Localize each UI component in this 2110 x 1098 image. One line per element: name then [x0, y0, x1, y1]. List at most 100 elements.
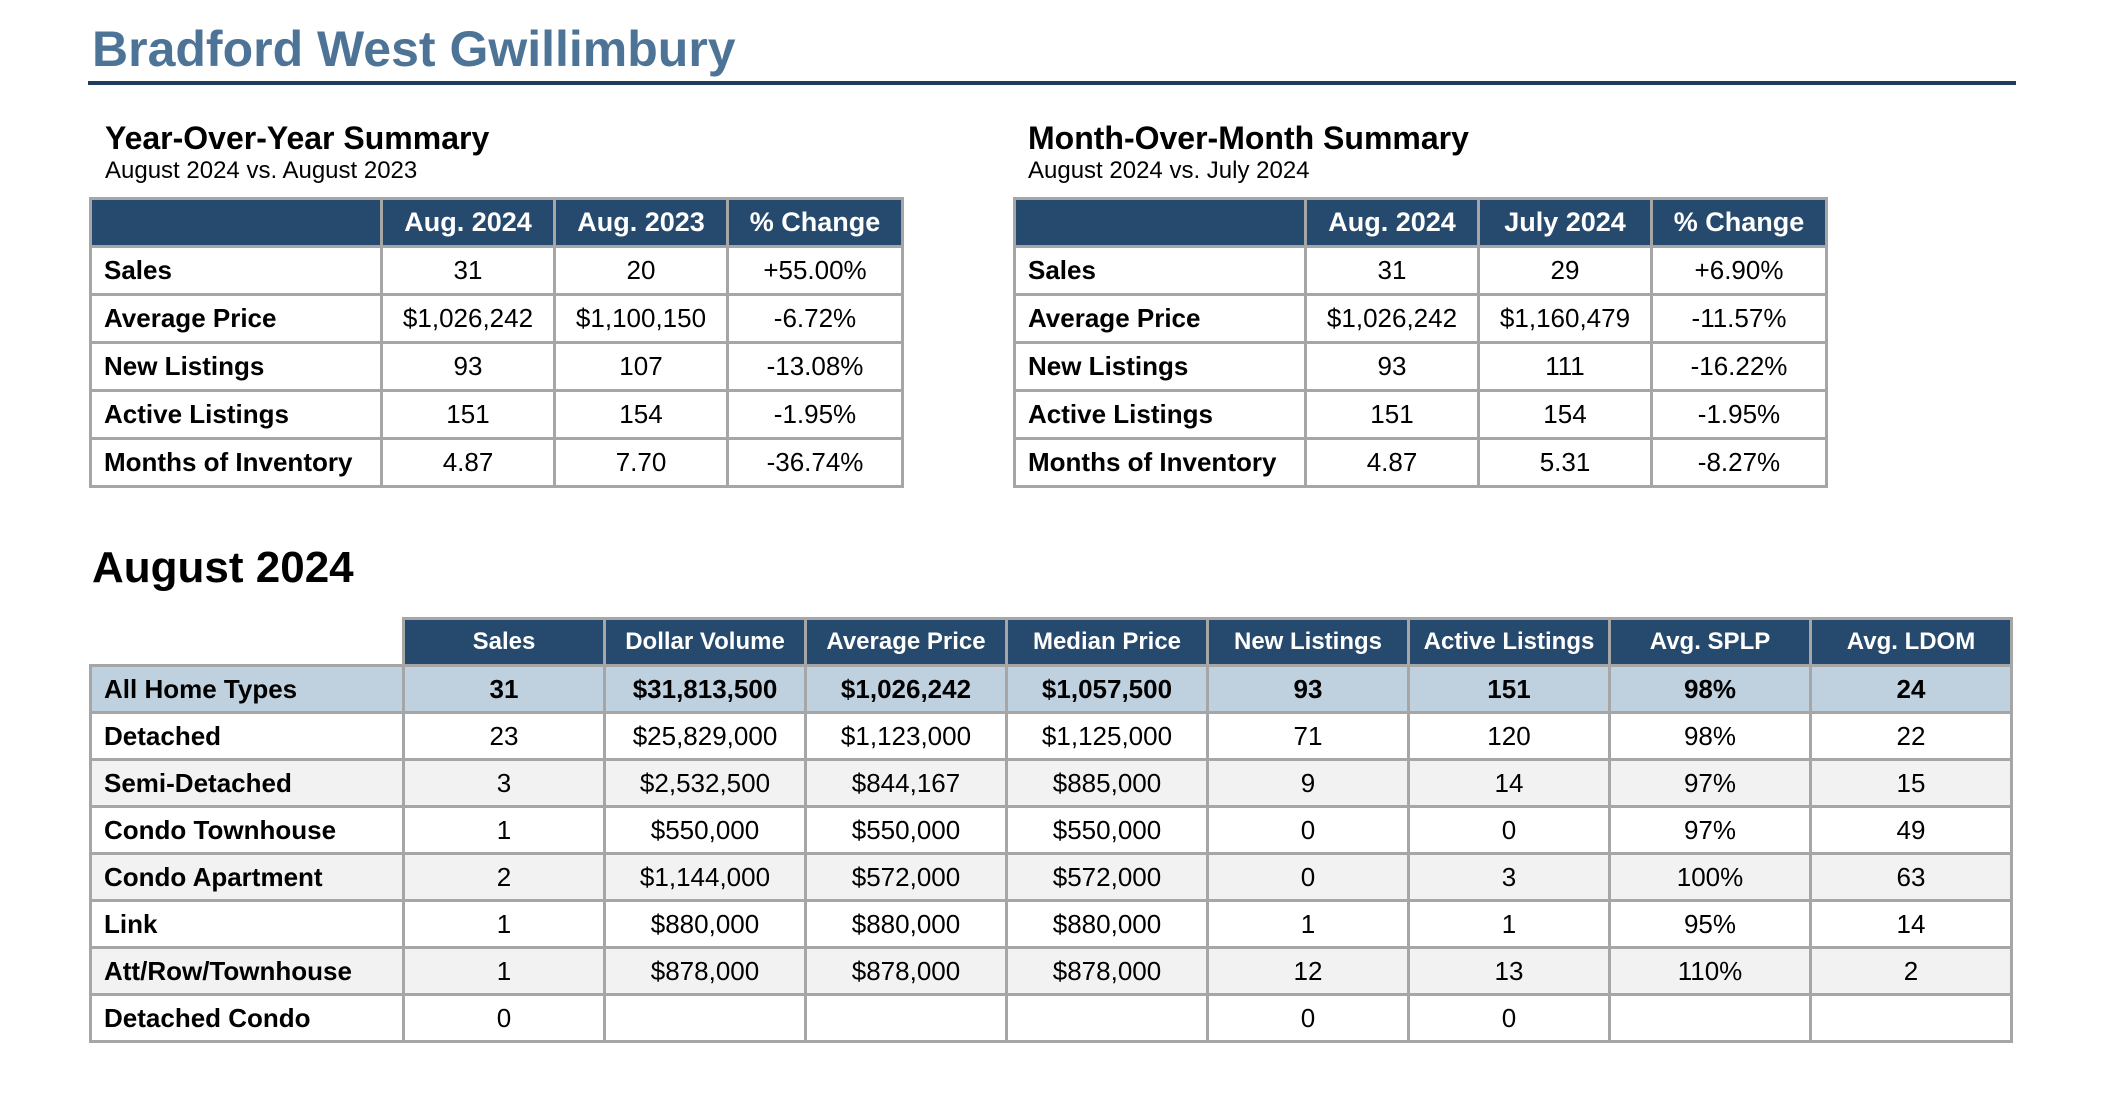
table-row: Sales 31 29 +6.90% — [1013, 245, 1828, 296]
table-cell: $880,000 — [804, 899, 1008, 949]
table-cell — [603, 993, 807, 1043]
table-cell: $550,000 — [804, 805, 1008, 855]
table-row-total: All Home Types 31 $31,813,500 $1,026,242… — [89, 664, 2013, 714]
table-cell: -16.22% — [1650, 341, 1828, 392]
table-cell: 151 — [1304, 389, 1480, 440]
table-cell: $1,026,242 — [1304, 293, 1480, 344]
row-label: All Home Types — [89, 664, 405, 714]
table-cell: 22 — [1809, 711, 2013, 761]
table-cell: 93 — [1206, 664, 1410, 714]
yoy-column-header: Aug. 2024 — [380, 197, 556, 248]
table-cell: $885,000 — [1005, 758, 1209, 808]
table-row: Detached 23 $25,829,000 $1,123,000 $1,12… — [89, 711, 2013, 761]
table-cell: $1,125,000 — [1005, 711, 1209, 761]
table-cell: 110% — [1608, 946, 1812, 996]
monthly-column-header: Dollar Volume — [603, 617, 807, 667]
monthly-header-row: Sales Dollar Volume Average Price Median… — [90, 617, 2013, 667]
table-cell: 31 — [402, 664, 606, 714]
table-cell: 13 — [1407, 946, 1611, 996]
table-cell: 71 — [1206, 711, 1410, 761]
row-label: Att/Row/Townhouse — [89, 946, 405, 996]
table-cell: 107 — [553, 341, 729, 392]
table-cell: 31 — [380, 245, 556, 296]
yoy-subheading: August 2024 vs. August 2023 — [105, 157, 418, 184]
table-row: Link 1 $880,000 $880,000 $880,000 1 1 95… — [89, 899, 2013, 949]
table-cell: 2 — [1809, 946, 2013, 996]
table-cell: 111 — [1477, 341, 1653, 392]
table-cell: 0 — [1407, 993, 1611, 1043]
table-cell: 4.87 — [380, 437, 556, 488]
row-label: Active Listings — [89, 389, 383, 440]
mom-column-header: % Change — [1650, 197, 1828, 248]
row-label: New Listings — [1013, 341, 1307, 392]
table-row: Condo Townhouse 1 $550,000 $550,000 $550… — [89, 805, 2013, 855]
yoy-header-corner — [89, 197, 383, 248]
table-row: New Listings 93 107 -13.08% — [89, 341, 904, 392]
table-cell: 29 — [1477, 245, 1653, 296]
table-cell: $880,000 — [1005, 899, 1209, 949]
table-cell: +55.00% — [726, 245, 904, 296]
table-cell: $878,000 — [603, 946, 807, 996]
table-cell: $2,532,500 — [603, 758, 807, 808]
row-label: Detached Condo — [89, 993, 405, 1043]
table-cell: $550,000 — [603, 805, 807, 855]
table-cell: 154 — [553, 389, 729, 440]
yoy-summary-table: Aug. 2024 Aug. 2023 % Change Sales 31 20… — [89, 197, 904, 488]
table-cell: $844,167 — [804, 758, 1008, 808]
table-cell: 15 — [1809, 758, 2013, 808]
table-cell: $1,100,150 — [553, 293, 729, 344]
table-cell: +6.90% — [1650, 245, 1828, 296]
table-cell: $550,000 — [1005, 805, 1209, 855]
row-label: Sales — [89, 245, 383, 296]
table-cell: $878,000 — [1005, 946, 1209, 996]
table-cell: 1 — [1407, 899, 1611, 949]
row-label: Average Price — [1013, 293, 1307, 344]
row-label: Sales — [1013, 245, 1307, 296]
table-cell — [1005, 993, 1209, 1043]
yoy-header-row: Aug. 2024 Aug. 2023 % Change — [89, 197, 904, 248]
table-row: Detached Condo 0 0 0 — [89, 993, 2013, 1043]
row-label: New Listings — [89, 341, 383, 392]
table-cell: 31 — [1304, 245, 1480, 296]
table-cell: 93 — [380, 341, 556, 392]
table-cell: 3 — [1407, 852, 1611, 902]
mom-subheading: August 2024 vs. July 2024 — [1028, 157, 1310, 184]
table-row: Average Price $1,026,242 $1,160,479 -11.… — [1013, 293, 1828, 344]
table-row: Active Listings 151 154 -1.95% — [89, 389, 904, 440]
table-cell: $1,026,242 — [380, 293, 556, 344]
table-cell: $1,123,000 — [804, 711, 1008, 761]
table-cell: 20 — [553, 245, 729, 296]
table-cell: $31,813,500 — [603, 664, 807, 714]
table-cell: $572,000 — [1005, 852, 1209, 902]
table-cell: 100% — [1608, 852, 1812, 902]
monthly-column-header: Active Listings — [1407, 617, 1611, 667]
table-row: Semi-Detached 3 $2,532,500 $844,167 $885… — [89, 758, 2013, 808]
table-cell: 9 — [1206, 758, 1410, 808]
table-cell: 95% — [1608, 899, 1812, 949]
table-cell: 1 — [1206, 899, 1410, 949]
monthly-column-header: Median Price — [1005, 617, 1209, 667]
table-cell: 154 — [1477, 389, 1653, 440]
table-row: Average Price $1,026,242 $1,100,150 -6.7… — [89, 293, 904, 344]
table-row: Months of Inventory 4.87 5.31 -8.27% — [1013, 437, 1828, 488]
table-cell: $25,829,000 — [603, 711, 807, 761]
table-cell: 0 — [1206, 993, 1410, 1043]
table-cell: 151 — [1407, 664, 1611, 714]
mom-column-header: Aug. 2024 — [1304, 197, 1480, 248]
table-cell: -6.72% — [726, 293, 904, 344]
row-label: Condo Townhouse — [89, 805, 405, 855]
table-row: New Listings 93 111 -16.22% — [1013, 341, 1828, 392]
table-cell: $1,160,479 — [1477, 293, 1653, 344]
yoy-heading: Year-Over-Year Summary — [105, 120, 490, 156]
table-cell: 24 — [1809, 664, 2013, 714]
table-cell: 98% — [1608, 711, 1812, 761]
table-cell: 12 — [1206, 946, 1410, 996]
table-cell: -11.57% — [1650, 293, 1828, 344]
table-cell: -1.95% — [726, 389, 904, 440]
table-cell: 63 — [1809, 852, 2013, 902]
table-cell: 120 — [1407, 711, 1611, 761]
table-cell: $572,000 — [804, 852, 1008, 902]
table-cell: 1 — [402, 946, 606, 996]
table-cell: 14 — [1809, 899, 2013, 949]
table-cell: 7.70 — [553, 437, 729, 488]
